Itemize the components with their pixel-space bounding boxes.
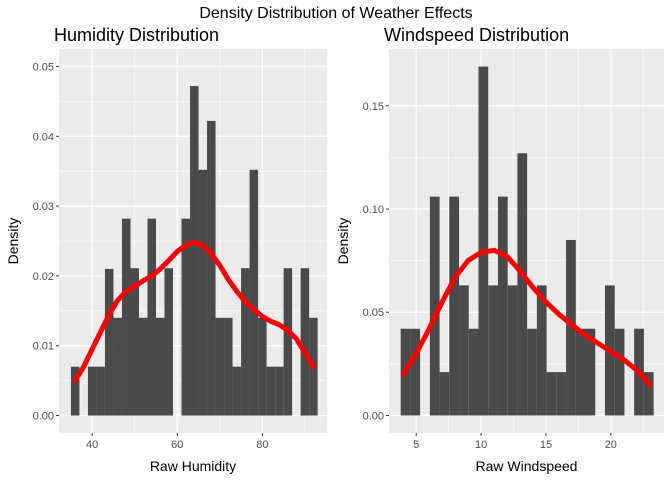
- humidity-histogram-bar: [249, 169, 259, 416]
- humidity-y-tick-label: 0.00: [33, 411, 54, 423]
- humidity-chart-title: Humidity Distribution: [54, 25, 219, 45]
- humidity-histogram-bar: [121, 218, 131, 416]
- humidity-histogram-bar: [224, 317, 233, 416]
- windspeed-x-axis-label: Raw Windspeed: [476, 458, 578, 474]
- humidity-histogram-bar: [207, 120, 216, 416]
- humidity-histogram-bar: [258, 317, 267, 416]
- humidity-histogram-bar: [190, 86, 199, 416]
- windspeed-y-tick-label: 0.00: [363, 410, 384, 422]
- windspeed-y-tick-label: 0.10: [363, 204, 384, 216]
- humidity-density-curve: [72, 239, 316, 384]
- windspeed-histogram-bar: [614, 328, 625, 416]
- windspeed-histogram-bar: [478, 66, 489, 416]
- figure-title: Density Distribution of Weather Effects: [199, 5, 472, 22]
- humidity-panel: 0.00 0.01 0.02 0.03 0.04 0.05 40 60 80 Humidity D…: [5, 25, 327, 474]
- humidity-histogram-bar: [232, 366, 242, 416]
- humidity-y-tick-label: 0.04: [33, 131, 54, 143]
- windspeed-histogram-bar: [643, 372, 654, 416]
- windspeed-histogram-bar: [429, 196, 440, 416]
- humidity-histogram-bar: [87, 366, 97, 416]
- humidity-y-axis-label: Density: [5, 218, 21, 265]
- windspeed-histogram-bar: [410, 328, 421, 416]
- windspeed-histogram-bar: [536, 285, 547, 416]
- humidity-x-tick-label: 60: [171, 439, 183, 451]
- windspeed-chart-title: Windspeed Distribution: [384, 25, 569, 45]
- windspeed-histogram-bar: [566, 239, 576, 416]
- humidity-histogram-bar: [70, 366, 80, 416]
- humidity-y-tick-label: 0.05: [33, 61, 54, 73]
- windspeed-x-tick-label: 10: [475, 439, 487, 451]
- humidity-histogram-bar: [130, 268, 139, 416]
- humidity-histogram-bar: [275, 366, 284, 416]
- humidity-histogram-bar: [155, 317, 165, 416]
- windspeed-y-tick-label: 0.05: [363, 307, 384, 319]
- windspeed-histogram-bar: [575, 328, 586, 416]
- humidity-x-axis-label: Raw Humidity: [150, 458, 236, 474]
- humidity-x-tick-label: 80: [256, 439, 268, 451]
- humidity-histogram-bar: [241, 268, 250, 416]
- windspeed-x-tick-label: 15: [540, 439, 552, 451]
- humidity-histogram-bar: [104, 268, 114, 416]
- windspeed-x-tick-label: 20: [605, 439, 617, 451]
- humidity-histogram-bar: [300, 268, 310, 416]
- humidity-x-tick-label: 40: [86, 439, 98, 451]
- humidity-y-tick-label: 0.01: [33, 341, 54, 353]
- humidity-y-tick-label: 0.03: [33, 201, 54, 213]
- humidity-histogram-bar: [198, 169, 208, 416]
- humidity-y-tick-label: 0.02: [33, 271, 54, 283]
- windspeed-histogram-bar: [585, 328, 596, 416]
- windspeed-x-tick-label: 5: [413, 439, 419, 451]
- windspeed-histogram-bar: [449, 196, 460, 416]
- humidity-histogram-bar: [283, 268, 293, 416]
- windspeed-y-axis-label: Density: [335, 218, 351, 265]
- windspeed-density-curve: [400, 247, 653, 387]
- windspeed-histogram-bar: [459, 285, 469, 416]
- humidity-histogram-bar: [266, 366, 276, 416]
- windspeed-histogram-bar: [507, 285, 518, 416]
- humidity-histogram-bar: [215, 317, 225, 416]
- windspeed-histogram-bar: [546, 372, 557, 416]
- humidity-histogram-bar: [138, 317, 148, 416]
- humidity-histogram-bar: [164, 268, 174, 416]
- humidity-histogram-bar: [113, 317, 122, 416]
- humidity-histogram-bar: [147, 218, 156, 416]
- windspeed-histogram-bar: [497, 196, 508, 416]
- windspeed-y-tick-label: 0.15: [363, 101, 384, 113]
- humidity-histogram-bar: [181, 218, 191, 416]
- windspeed-histogram-bar: [527, 328, 537, 416]
- windspeed-panel: 0.00 0.05 0.10 0.15 5 10 15 20 Windspeed Distrib…: [335, 25, 664, 474]
- windspeed-histogram-bar: [556, 372, 567, 416]
- humidity-histogram-bar: [96, 366, 105, 416]
- windspeed-histogram-bar: [517, 153, 528, 416]
- windspeed-histogram-bar: [488, 285, 498, 416]
- windspeed-histogram-bar: [468, 328, 479, 416]
- windspeed-histogram-bar: [439, 372, 450, 416]
